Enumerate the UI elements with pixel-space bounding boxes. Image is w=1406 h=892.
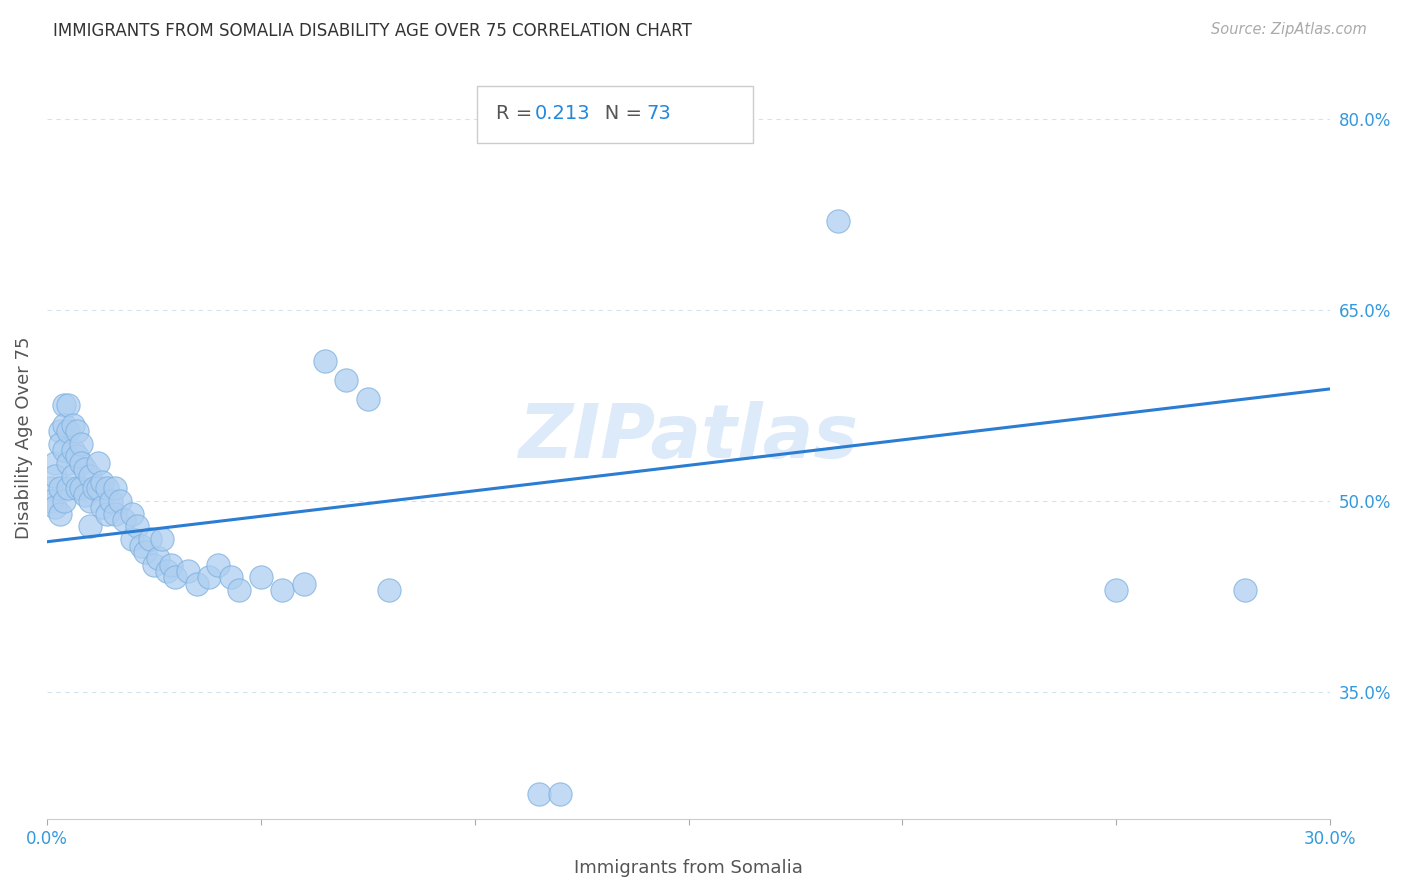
Point bbox=[53, 443, 76, 458]
Text: 0.213: 0.213 bbox=[534, 104, 591, 123]
Point bbox=[91, 500, 114, 515]
Point bbox=[100, 494, 122, 508]
Point bbox=[44, 500, 66, 515]
Point bbox=[96, 481, 118, 495]
Point bbox=[58, 456, 80, 470]
Point bbox=[62, 443, 84, 458]
Point bbox=[156, 564, 179, 578]
Point bbox=[1105, 583, 1128, 598]
Point bbox=[146, 551, 169, 566]
Point bbox=[1233, 583, 1256, 598]
Point bbox=[121, 507, 143, 521]
Point bbox=[58, 481, 80, 495]
Text: IMMIGRANTS FROM SOMALIA DISABILITY AGE OVER 75 CORRELATION CHART: IMMIGRANTS FROM SOMALIA DISABILITY AGE O… bbox=[53, 22, 692, 40]
Point bbox=[827, 213, 849, 227]
Point bbox=[125, 519, 148, 533]
Point bbox=[527, 787, 550, 801]
Point bbox=[96, 507, 118, 521]
Point bbox=[66, 481, 89, 495]
Point bbox=[165, 570, 187, 584]
Point bbox=[48, 507, 70, 521]
Point bbox=[160, 558, 183, 572]
Point bbox=[219, 570, 242, 584]
Point bbox=[207, 558, 229, 572]
Point bbox=[314, 354, 336, 368]
Point bbox=[142, 558, 165, 572]
Point bbox=[104, 507, 127, 521]
Point bbox=[138, 533, 160, 547]
Text: 73: 73 bbox=[647, 104, 671, 123]
Point bbox=[292, 576, 315, 591]
Point bbox=[79, 494, 101, 508]
Point bbox=[58, 424, 80, 438]
Point bbox=[70, 436, 93, 450]
Point bbox=[53, 399, 76, 413]
Point bbox=[228, 583, 250, 598]
Point bbox=[249, 570, 271, 584]
Point bbox=[134, 545, 156, 559]
Point bbox=[75, 462, 97, 476]
Text: R =: R = bbox=[496, 104, 538, 123]
Point bbox=[48, 436, 70, 450]
Y-axis label: Disability Age Over 75: Disability Age Over 75 bbox=[15, 336, 32, 539]
Point bbox=[66, 424, 89, 438]
Point bbox=[548, 787, 571, 801]
Point bbox=[121, 533, 143, 547]
Point bbox=[44, 456, 66, 470]
Point bbox=[62, 468, 84, 483]
Point bbox=[70, 456, 93, 470]
Point bbox=[48, 424, 70, 438]
Point bbox=[150, 533, 173, 547]
Point bbox=[83, 481, 105, 495]
X-axis label: Immigrants from Somalia: Immigrants from Somalia bbox=[574, 859, 803, 877]
Point bbox=[48, 481, 70, 495]
Point bbox=[79, 468, 101, 483]
Text: N =: N = bbox=[586, 104, 648, 123]
Point bbox=[186, 576, 208, 591]
Point bbox=[87, 456, 110, 470]
Point bbox=[177, 564, 200, 578]
Point bbox=[198, 570, 221, 584]
Point bbox=[378, 583, 401, 598]
Point bbox=[58, 399, 80, 413]
Point bbox=[66, 450, 89, 464]
Point bbox=[87, 481, 110, 495]
Point bbox=[104, 481, 127, 495]
Point bbox=[79, 519, 101, 533]
Point bbox=[271, 583, 294, 598]
Point bbox=[39, 481, 62, 495]
Point bbox=[335, 373, 357, 387]
Point bbox=[129, 539, 152, 553]
Point bbox=[44, 468, 66, 483]
Text: ZIPatlas: ZIPatlas bbox=[519, 401, 859, 474]
Text: Source: ZipAtlas.com: Source: ZipAtlas.com bbox=[1211, 22, 1367, 37]
Point bbox=[357, 392, 380, 406]
Point bbox=[39, 494, 62, 508]
FancyBboxPatch shape bbox=[477, 86, 752, 143]
Point bbox=[62, 417, 84, 432]
Point bbox=[91, 475, 114, 489]
Point bbox=[75, 488, 97, 502]
Point bbox=[108, 494, 131, 508]
Point bbox=[112, 513, 135, 527]
Point bbox=[53, 494, 76, 508]
Point bbox=[53, 417, 76, 432]
Point bbox=[70, 481, 93, 495]
